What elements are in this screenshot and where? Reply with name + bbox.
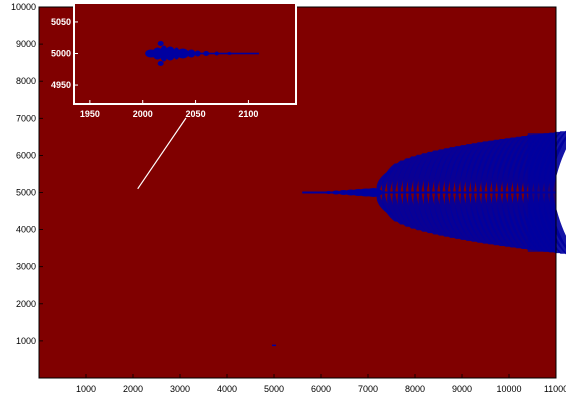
fringe-band (423, 149, 444, 236)
structure-bulb (319, 191, 323, 194)
y-tick-label: 8000 (16, 76, 36, 86)
x-tick-label: 4000 (217, 384, 237, 394)
inset-spine (145, 52, 259, 55)
fringe-band (486, 138, 512, 247)
structure-speck (272, 344, 276, 347)
inset-blob (214, 51, 219, 56)
x-tick-label: 7000 (358, 384, 378, 394)
inset-blob (187, 49, 196, 58)
main-plot: 1000 2000 3000 4000 5000 6000 7000 8000 9000 1000… (11, 2, 566, 394)
fringe-band (449, 144, 472, 241)
fringe-band (481, 138, 506, 247)
inset-blob (227, 52, 232, 55)
fringe-band (428, 148, 450, 237)
x-tick-label: 3000 (170, 384, 190, 394)
inset-blob (157, 61, 164, 66)
inset-x-tick-label: 1950 (80, 109, 100, 119)
inset-blob (194, 50, 201, 57)
inset-blob (173, 47, 180, 60)
x-tick-label: 5000 (264, 384, 284, 394)
y-tick-label: 1000 (16, 336, 36, 346)
y-tick-label: 10000 (11, 2, 36, 12)
inset-blob (176, 48, 189, 59)
inset-y-tick-label: 5000 (51, 49, 71, 59)
fringe-dense-edge (527, 133, 556, 252)
fringe-band (507, 135, 534, 250)
inset-blob (159, 45, 168, 62)
fringe-band (387, 160, 405, 225)
fringe-band (517, 133, 545, 252)
inset-x-tick-label: 2100 (238, 109, 258, 119)
fringe-band (408, 153, 428, 232)
fringe-band (460, 142, 484, 243)
structure-spine (302, 191, 556, 194)
fringe-band (497, 136, 523, 249)
fringe-band (470, 140, 495, 245)
fringe-band (392, 158, 411, 227)
inset-blob (203, 51, 210, 56)
zoom-pointer-line (137, 117, 187, 190)
fringe-band (476, 139, 500, 246)
y-tick-label: 4000 (16, 225, 36, 235)
y-tick-label: 7000 (16, 113, 36, 123)
fringe-band (455, 143, 478, 242)
x-tick-label: 11000 (544, 384, 566, 394)
fringe-band (439, 146, 461, 239)
inset-blob (157, 41, 164, 46)
inset-x-tick-label: 2000 (133, 109, 153, 119)
x-tick-label: 8000 (405, 384, 425, 394)
y-tick-label: 2000 (16, 299, 36, 309)
inset-blob (165, 46, 176, 61)
fringe-band (418, 150, 439, 235)
fringe-band (381, 163, 400, 222)
inset-blob (152, 47, 163, 60)
y-tick-label: 6000 (16, 150, 36, 160)
fringe-band (397, 156, 416, 229)
fringe-band (402, 154, 422, 231)
inset-plot: 1950 2000 2050 2100 4950 5000 5050 (51, 2, 297, 190)
fringe-band (444, 145, 467, 240)
structure-bulb (325, 191, 332, 194)
structure-bulb (332, 190, 341, 195)
fringe-band (413, 151, 433, 234)
x-tick-label: 9000 (452, 384, 472, 394)
y-tick-label: 5000 (16, 188, 36, 198)
fringe-band (491, 137, 517, 248)
x-tick-label: 6000 (311, 384, 331, 394)
fringe-band (465, 141, 489, 244)
fringe-band (376, 170, 394, 215)
inset-x-tick-label: 2050 (186, 109, 206, 119)
x-tick-label: 2000 (123, 384, 143, 394)
inset-y-tick-label: 5050 (51, 17, 71, 27)
y-tick-label: 3000 (16, 262, 36, 272)
fringe-band (434, 147, 456, 238)
fringe-band (512, 134, 540, 251)
fringe-band (502, 135, 528, 250)
y-tick-label: 9000 (16, 39, 36, 49)
inset-y-tick-label: 4950 (51, 80, 71, 90)
x-tick-label: 1000 (76, 384, 96, 394)
x-tick-label: 10000 (496, 384, 521, 394)
